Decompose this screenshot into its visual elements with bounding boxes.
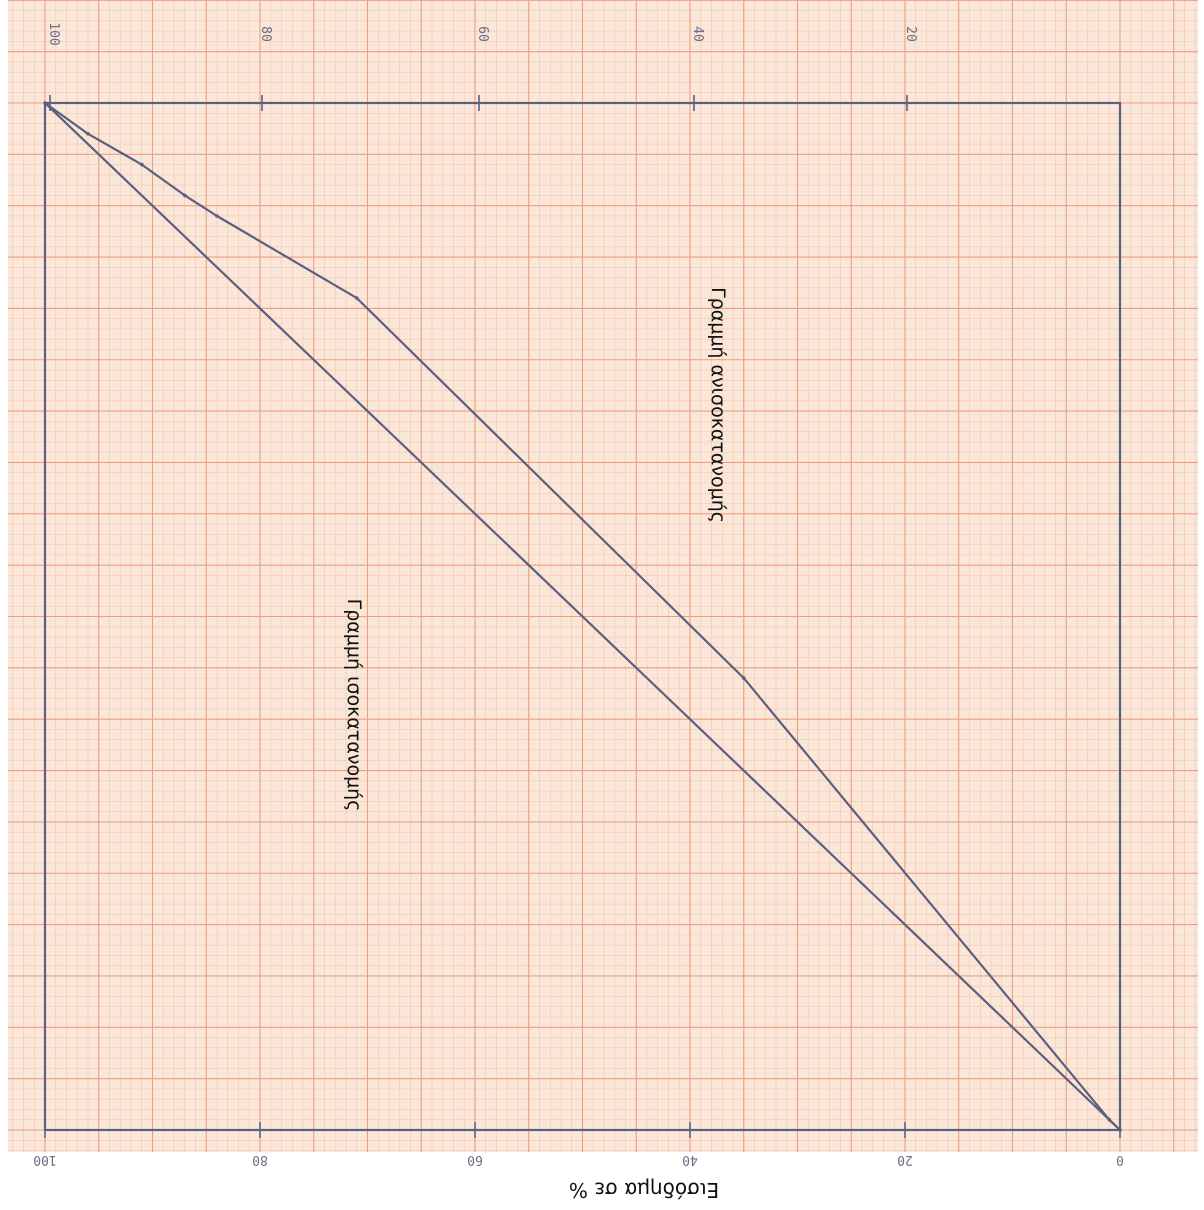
- x-tick-label: 20: [897, 1152, 913, 1167]
- annotations: Γραμμή ισοκατανομής Γραμμή ανισοκατανομή…: [343, 287, 729, 811]
- y-tick-label: 20: [903, 26, 918, 42]
- lorenz-point: [355, 296, 359, 300]
- plot-frame: [43, 101, 1122, 1132]
- lorenz-point: [140, 162, 144, 167]
- lorenz-point: [1107, 1117, 1112, 1122]
- lorenz-point: [1118, 1128, 1122, 1132]
- y-tick-label: 80: [258, 26, 273, 42]
- x-tick-label: 100: [33, 1152, 56, 1167]
- axis-ticks: 0 20 40 60 80 100 20 40 60 80 100: [33, 22, 1124, 1167]
- axes-frame: [43, 101, 1122, 1132]
- lorenz-point: [86, 132, 90, 136]
- figure-caption: Εισόδημα σε %: [569, 1178, 719, 1202]
- lorenz-point: [183, 193, 187, 198]
- y-tick-label: 60: [475, 26, 490, 42]
- annotation-equality-line: Γραμμή ισοκατανομής: [343, 599, 365, 812]
- series-equality-line: [43, 101, 1122, 1132]
- annotation-inequality-line: Γραμμή ανισοκατανομής: [707, 287, 729, 523]
- x-tick-label: 60: [467, 1152, 483, 1167]
- graph-paper: [8, 0, 1198, 1152]
- lorenz-point: [742, 676, 746, 680]
- lorenz-point: [43, 101, 47, 105]
- y-tick-label: 40: [690, 26, 705, 42]
- series-lines: [43, 101, 1122, 1132]
- lorenz-point: [215, 214, 219, 218]
- x-tick-label: 0: [1116, 1152, 1124, 1167]
- x-tick-label: 80: [252, 1152, 268, 1167]
- y-tick-label: 100: [46, 22, 61, 45]
- x-tick-label: 40: [682, 1152, 698, 1167]
